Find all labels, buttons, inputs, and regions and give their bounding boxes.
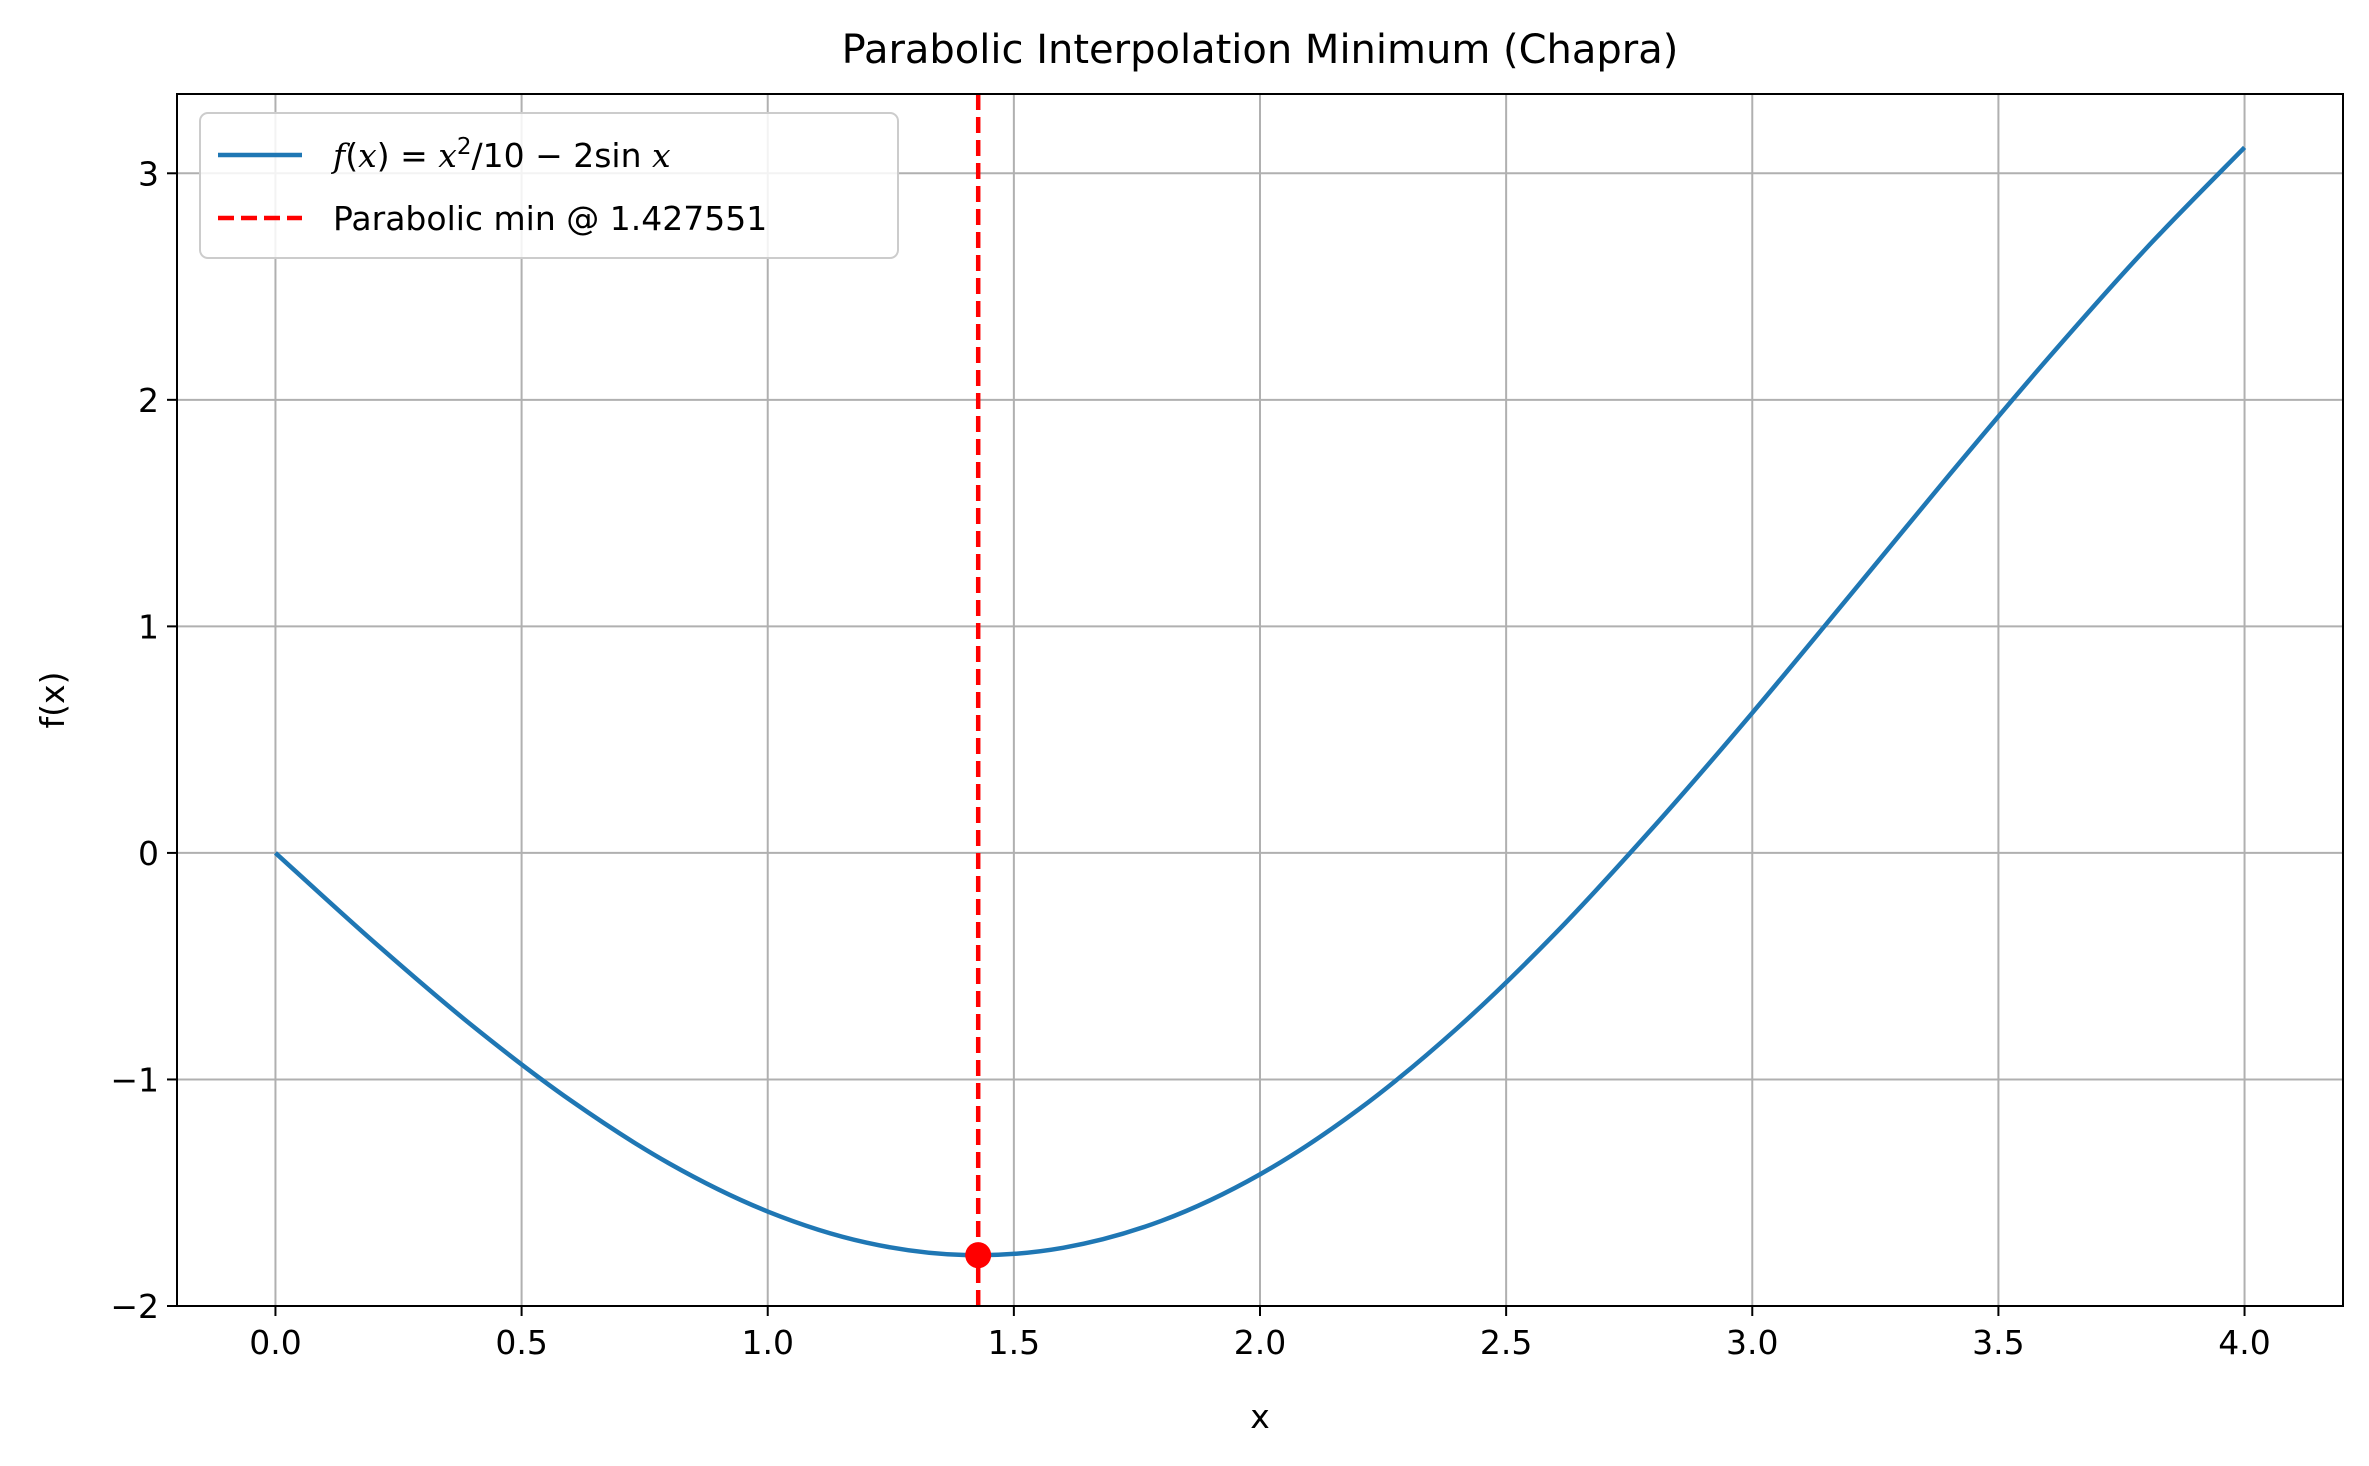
chart-title: Parabolic Interpolation Minimum (Chapra) <box>842 27 1679 73</box>
x-tick-label: 0.5 <box>495 1323 547 1362</box>
min-point-marker <box>965 1242 992 1269</box>
x-tick-label: 2.0 <box>1234 1323 1286 1362</box>
y-tick-label: 2 <box>138 381 159 420</box>
x-tick-label: 0.0 <box>249 1323 301 1362</box>
legend-label-min-line: Parabolic min @ 1.427551 <box>333 199 767 238</box>
x-tick-label: 3.0 <box>1726 1323 1778 1362</box>
x-axis-ticks: 0.0 0.5 1.0 1.5 2.0 2.5 3.0 3.5 4.0 <box>249 1306 2271 1362</box>
y-tick-label: −1 <box>110 1060 159 1099</box>
y-axis-ticks: −2 −1 0 1 2 3 <box>110 154 177 1326</box>
legend-label-curve: f(x) = x2/10 − 2sin x <box>330 134 671 175</box>
x-tick-label: 2.5 <box>1480 1323 1532 1362</box>
x-tick-label: 4.0 <box>2218 1323 2270 1362</box>
x-axis-label: x <box>1250 1397 1270 1436</box>
y-tick-label: −2 <box>110 1287 159 1326</box>
series-line-f <box>273 145 2247 1258</box>
y-tick-label: 1 <box>138 607 159 646</box>
y-tick-label: 0 <box>138 834 159 873</box>
legend-box <box>199 112 899 259</box>
x-tick-label: 1.5 <box>988 1323 1040 1362</box>
x-tick-label: 3.5 <box>1972 1323 2024 1362</box>
y-axis-label: f(x) <box>33 672 72 729</box>
y-tick-label: 3 <box>138 154 159 193</box>
x-tick-label: 1.0 <box>741 1323 793 1362</box>
legend: f(x) = x2/10 − 2sin x Parabolic min @ 1.… <box>199 112 899 259</box>
